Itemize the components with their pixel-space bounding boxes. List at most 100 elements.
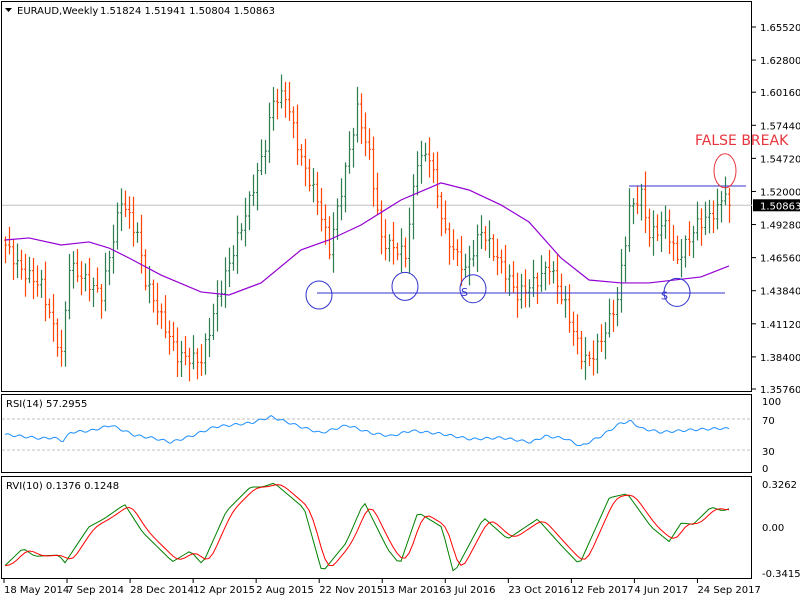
date-tick-label: 4 Jun 2017 [634, 585, 688, 596]
price-tick-label: 1.65520 [760, 23, 800, 34]
price-bar [448, 222, 451, 265]
price-bar [564, 286, 567, 318]
price-bar [440, 191, 443, 237]
price-bar [24, 253, 27, 297]
price-bar [664, 205, 667, 239]
rvi-signal-line [4, 484, 730, 567]
price-bar [300, 144, 303, 166]
rsi-tick-label: 0 [762, 464, 768, 475]
price-bar [568, 284, 571, 333]
price-bar [396, 242, 399, 261]
price-bar [444, 200, 447, 234]
price-tick-label: 1.41120 [760, 320, 800, 331]
price-bar [48, 298, 51, 319]
price-bar [164, 295, 167, 339]
price-bar [196, 348, 199, 380]
rvi-main-line [4, 482, 730, 572]
price-bar [384, 219, 387, 261]
dropdown-triangle-icon[interactable] [5, 8, 12, 12]
price-bar [644, 171, 647, 233]
price-bar [516, 272, 519, 318]
price-bar [176, 327, 179, 378]
price-bar [148, 265, 151, 304]
rvi-title: RVI(10) 0.1376 0.1248 [6, 481, 119, 492]
price-bar [504, 244, 507, 293]
price-bar [656, 214, 659, 241]
price-bar [672, 225, 675, 261]
price-bar [316, 171, 319, 216]
moving-average-line [4, 182, 730, 296]
price-bar [308, 158, 311, 192]
price-bar [452, 229, 455, 260]
price-bar [288, 81, 291, 121]
price-bar [304, 138, 307, 187]
price-bar [120, 188, 123, 232]
price-bar [56, 318, 59, 357]
price-bar [76, 249, 79, 283]
price-bar [720, 191, 723, 223]
price-bar [204, 333, 207, 375]
price-bar [376, 172, 379, 215]
price-bar [476, 224, 479, 272]
price-bar [604, 322, 607, 360]
price-bar [700, 208, 703, 246]
price-tick-label: 1.35760 [760, 385, 800, 396]
price-bar [488, 220, 491, 259]
price-bar [572, 311, 575, 346]
price-tick-label: 1.57440 [760, 121, 800, 132]
price-bar [64, 301, 67, 367]
ohlc-values: 1.51824 1.51941 1.50804 1.50863 [100, 6, 275, 17]
price-bar [92, 277, 95, 307]
price-bar [420, 140, 423, 184]
price-bar [344, 162, 347, 213]
price-bar [556, 254, 559, 304]
price-bar [680, 239, 683, 278]
price-bar [728, 187, 731, 223]
price-bar [648, 208, 651, 247]
date-tick-label: 24 Sep 2017 [697, 585, 760, 596]
rsi-tick-label: 70 [762, 416, 775, 427]
price-bar [88, 257, 91, 302]
price-chart[interactable]: FALSE BREAK S S [2, 74, 789, 382]
price-bar [152, 279, 155, 313]
axes: 1.65520 1.62800 1.60160 1.57440 1.54720 1.520… [3, 23, 800, 596]
price-bar [68, 253, 71, 320]
price-bar [60, 329, 63, 367]
price-bar [628, 188, 631, 252]
price-bar [640, 183, 643, 221]
date-tick-label: 12 Feb 2017 [571, 585, 633, 596]
date-tick-label: 7 Sep 2014 [67, 585, 124, 596]
price-bar [112, 224, 115, 274]
price-bar [436, 151, 439, 209]
price-bar [236, 215, 239, 274]
price-bar [696, 201, 699, 241]
price-bar [248, 191, 251, 231]
price-bar [636, 185, 639, 215]
rsi-indicator[interactable] [2, 414, 751, 451]
price-bar [32, 257, 35, 300]
price-bar [72, 251, 75, 289]
price-bar [460, 236, 463, 286]
price-bar [588, 351, 591, 366]
price-bar [660, 211, 663, 252]
price-bar [52, 294, 55, 342]
price-bar [328, 216, 331, 260]
price-bar [544, 261, 547, 291]
rvi-tick-label: 0.3262 [762, 480, 797, 491]
price-tick-label: 1.52000 [760, 187, 800, 198]
price-bar [520, 273, 523, 309]
price-bar [312, 168, 315, 203]
rsi-tick-label: 30 [762, 447, 775, 458]
price-bar [708, 199, 711, 234]
date-tick-label: 2 Aug 2015 [256, 585, 314, 596]
price-bar [132, 196, 135, 247]
price-bar [336, 198, 339, 240]
price-bar [360, 93, 363, 145]
price-bar [84, 263, 87, 292]
rvi-indicator[interactable] [4, 482, 730, 572]
price-bar [464, 253, 467, 278]
price-bar [228, 247, 231, 288]
price-bar [380, 200, 383, 255]
price-bar [352, 127, 355, 168]
